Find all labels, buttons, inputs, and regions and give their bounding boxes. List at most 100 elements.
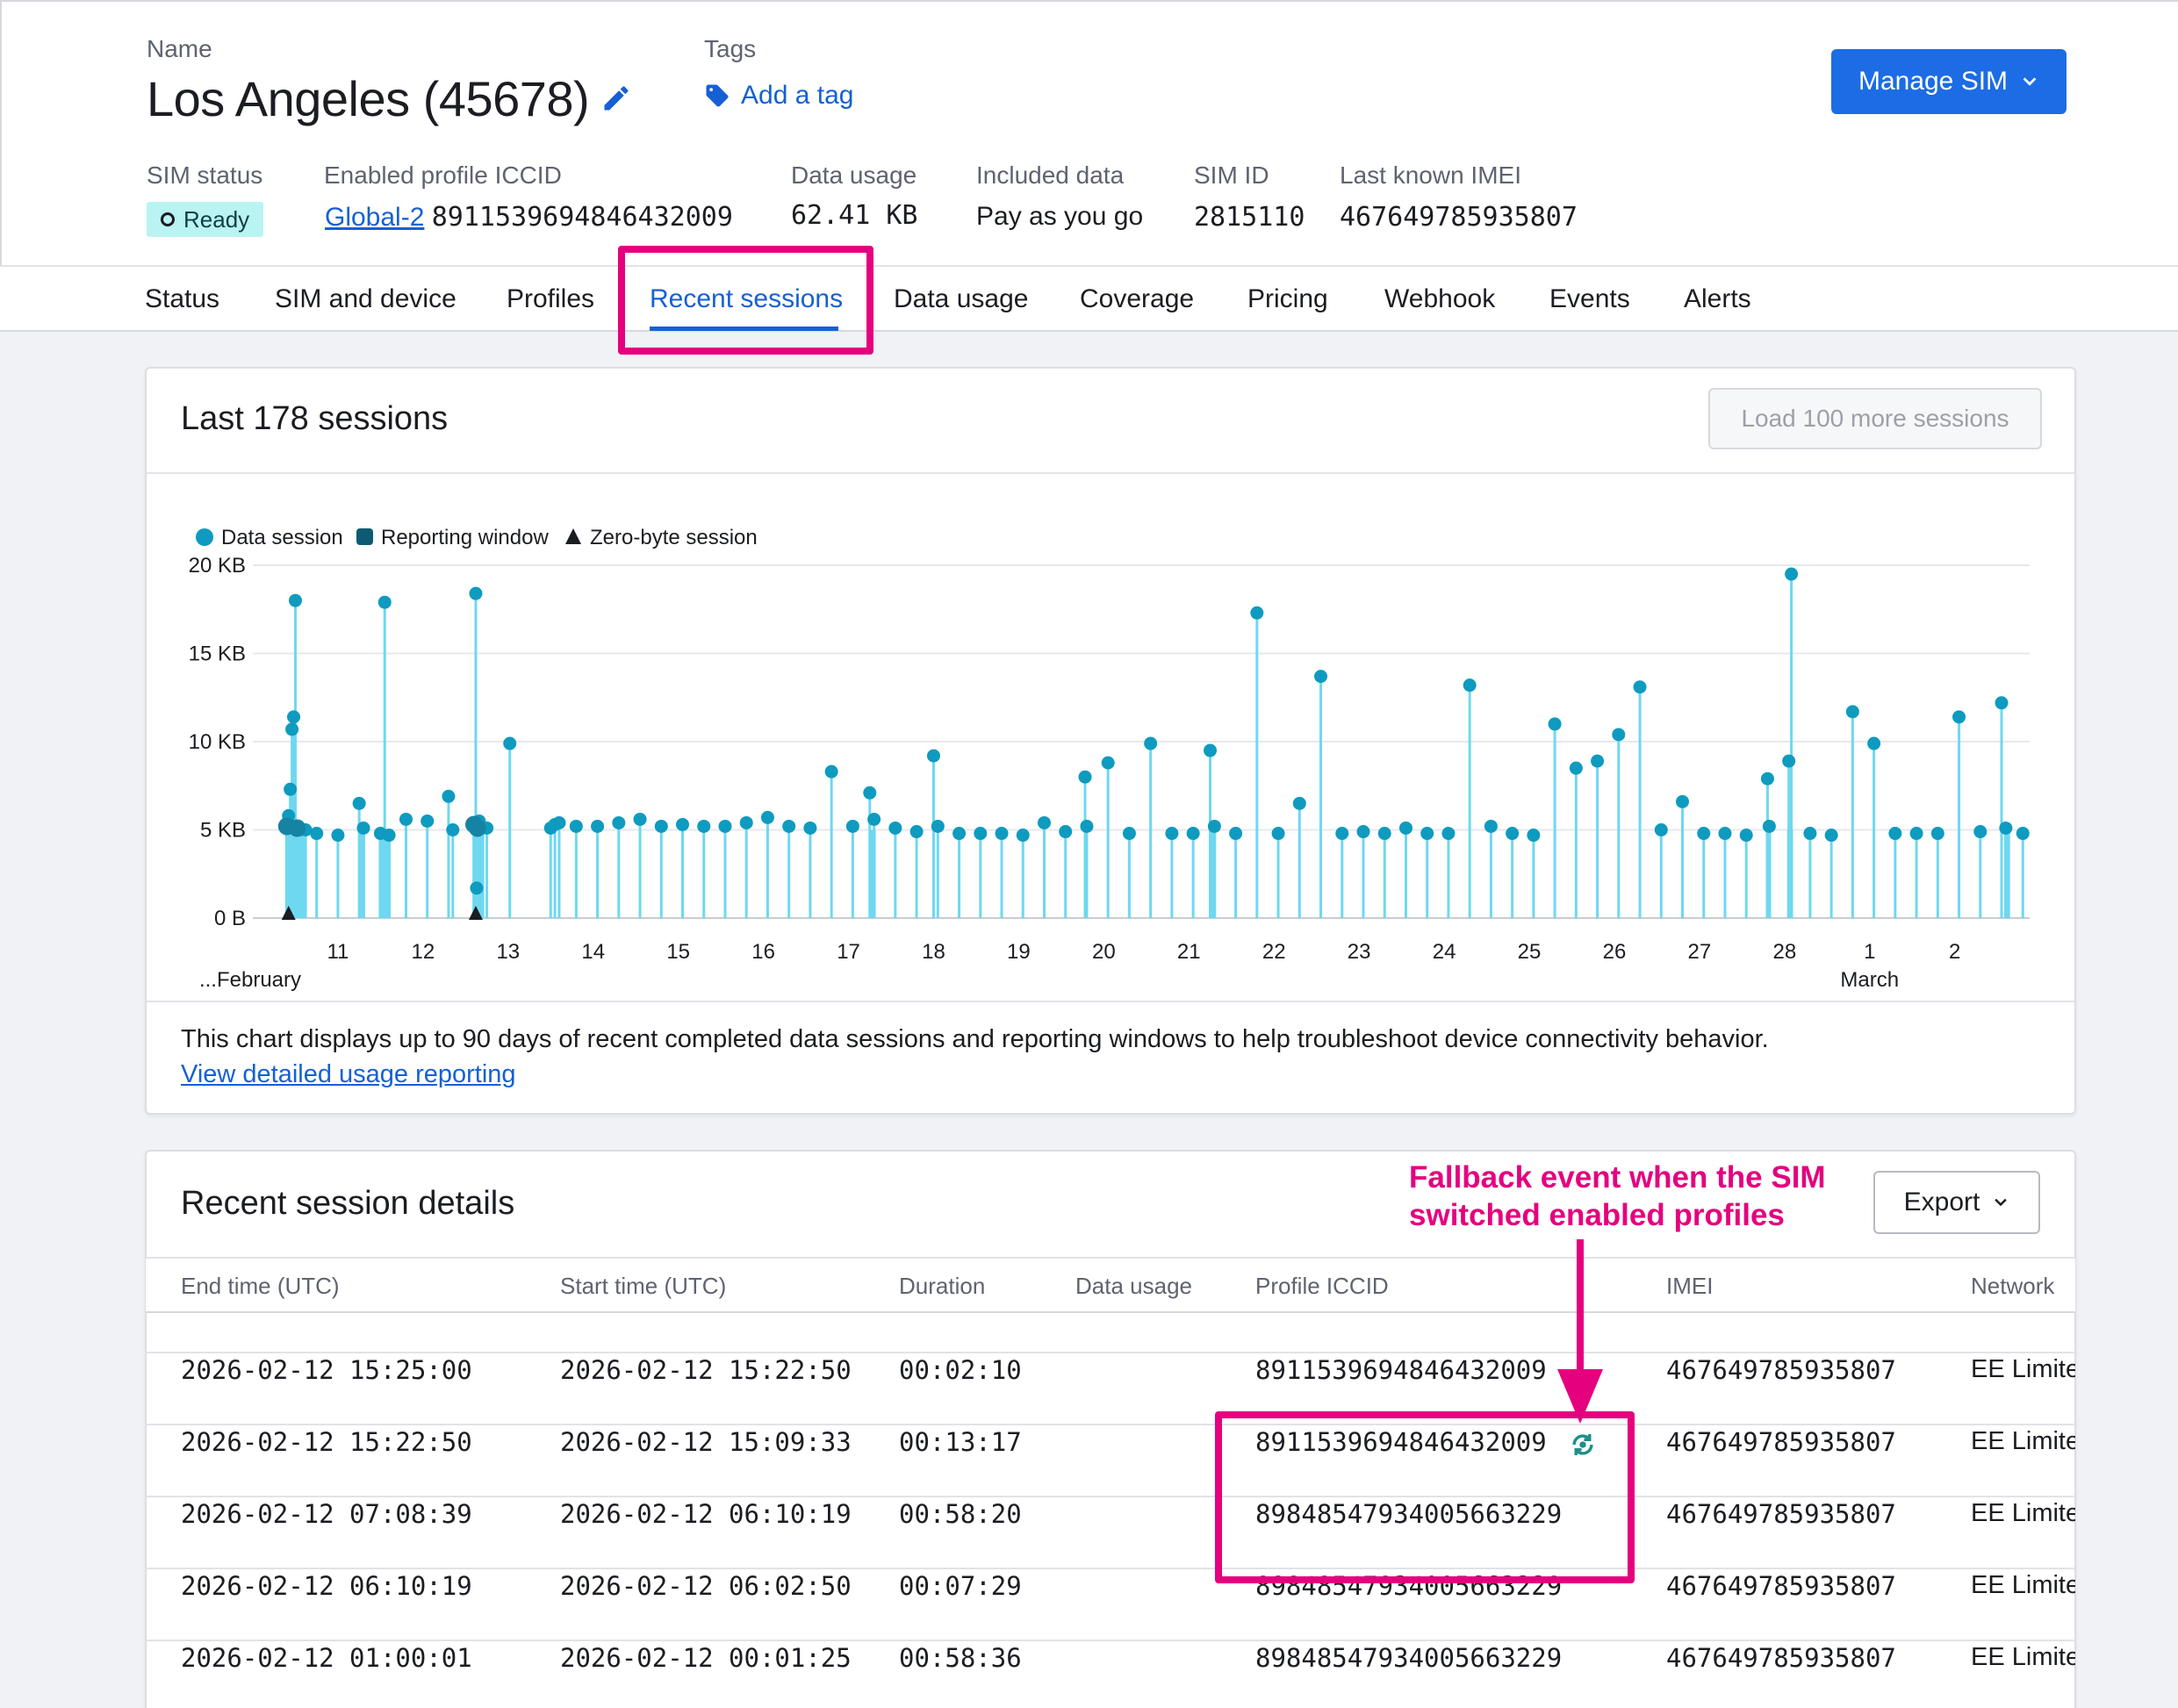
data-session-point xyxy=(1506,827,1520,841)
tab-status[interactable]: Status xyxy=(145,284,220,313)
annotation-arrow xyxy=(1557,1239,1603,1424)
annotation-line-1: Fallback event when the SIM xyxy=(1409,1160,1826,1195)
data-session-point xyxy=(591,819,605,833)
legend-zero-byte-marker xyxy=(565,528,581,544)
data-session-point xyxy=(1165,827,1179,841)
data-usage-value: 62.41 KB xyxy=(791,200,918,231)
data-session-point xyxy=(1697,827,1711,841)
data-session-point xyxy=(1995,696,2009,710)
zero-byte-session-point xyxy=(281,906,296,920)
data-session-point xyxy=(421,814,435,828)
x-tick-label: 23 xyxy=(1348,940,1371,964)
data-session-point xyxy=(1441,827,1456,841)
x-month-label: March xyxy=(1840,968,1899,992)
data-session-point xyxy=(1591,754,1605,768)
data-session-point xyxy=(1204,743,1218,757)
data-session-point xyxy=(1569,761,1583,775)
data-session-point xyxy=(1122,827,1136,841)
x-month-label: ...February xyxy=(199,968,301,992)
x-tick-label: 16 xyxy=(751,940,775,964)
reporting-window-point xyxy=(288,819,306,837)
add-tag-label: Add a tag xyxy=(741,81,854,110)
details-card-title: Recent session details xyxy=(181,1185,515,1222)
data-session-point xyxy=(1785,567,1799,581)
data-session-point xyxy=(1824,829,1838,843)
tab-highlight-box xyxy=(618,246,873,355)
load-more-button[interactable]: Load 100 more sessions xyxy=(1708,388,2042,449)
data-session-point xyxy=(503,736,517,750)
data-session-point xyxy=(676,817,690,831)
x-tick-label: 26 xyxy=(1603,940,1627,964)
tab-alerts[interactable]: Alerts xyxy=(1684,284,1751,313)
tab-coverage[interactable]: Coverage xyxy=(1080,284,1195,313)
tab-events[interactable]: Events xyxy=(1549,284,1630,313)
data-session-point xyxy=(1867,736,1881,750)
data-session-point xyxy=(1059,825,1073,839)
data-session-point xyxy=(760,810,774,824)
data-session-point xyxy=(331,829,345,843)
x-tick-label: 19 xyxy=(1007,940,1031,964)
data-session-point xyxy=(1909,827,1923,841)
data-session-point xyxy=(1080,819,1094,833)
data-session-point xyxy=(1398,821,1412,835)
legend-data-session-marker xyxy=(196,528,213,546)
tab-pricing[interactable]: Pricing xyxy=(1247,284,1328,313)
chevron-down-icon xyxy=(2023,77,2037,86)
data-session-point xyxy=(1463,678,1477,693)
data-session-point xyxy=(1292,796,1306,810)
x-tick-label: 20 xyxy=(1092,940,1116,964)
detailed-usage-link[interactable]: View detailed usage reporting xyxy=(181,1060,516,1088)
fallback-annotation: Fallback event when the SIM switched ena… xyxy=(1409,1159,1826,1234)
tag-icon xyxy=(706,84,729,107)
tags-label: Tags xyxy=(704,35,757,62)
edit-name-icon[interactable] xyxy=(600,83,632,114)
status-badge: Ready xyxy=(147,202,264,237)
profile-link[interactable]: Global-2 xyxy=(325,203,425,232)
data-session-point xyxy=(310,827,324,841)
tab-recent-sessions[interactable]: Recent sessions xyxy=(650,284,844,313)
data-session-point xyxy=(285,722,299,736)
x-tick-label: 14 xyxy=(581,940,605,964)
tab-data-usage[interactable]: Data usage xyxy=(894,284,1029,313)
x-tick-label: 12 xyxy=(412,940,435,964)
data-session-point xyxy=(995,827,1009,841)
tab-webhook[interactable]: Webhook xyxy=(1384,284,1496,313)
data-session-point xyxy=(288,593,302,607)
annotation-line-2: switched enabled profiles xyxy=(1409,1198,1785,1232)
x-tick-label: 13 xyxy=(496,940,520,964)
iccid-label: Enabled profile ICCID xyxy=(324,161,562,189)
data-session-point xyxy=(739,815,753,829)
manage-sim-label: Manage SIM xyxy=(1858,67,2009,96)
zero-byte-session-point xyxy=(468,906,483,920)
manage-sim-button[interactable]: Manage SIM xyxy=(1831,49,2067,114)
data-session-point xyxy=(377,595,392,609)
x-tick-label: 17 xyxy=(837,940,860,964)
imei-label: Last known IMEI xyxy=(1340,161,1521,189)
data-session-point xyxy=(697,819,711,833)
x-tick-label: 27 xyxy=(1688,940,1712,964)
fallback-highlight-box xyxy=(1215,1411,1635,1583)
data-session-point xyxy=(1314,670,1328,684)
add-tag-link[interactable]: Add a tag xyxy=(704,81,853,111)
tab-sim-and-device[interactable]: SIM and device xyxy=(275,284,456,313)
data-session-point xyxy=(1952,710,1966,724)
reporting-window-point xyxy=(468,819,486,837)
data-session-point xyxy=(824,764,838,779)
sim-id-value: 2815110 xyxy=(1194,202,1305,233)
x-tick-label: 21 xyxy=(1177,940,1201,964)
data-session-point xyxy=(1782,754,1796,768)
export-button[interactable]: Export xyxy=(1873,1171,2040,1234)
data-session-point xyxy=(284,782,298,796)
y-tick-label: 20 KB xyxy=(189,554,246,578)
x-tick-label: 2 xyxy=(1949,940,1960,964)
data-session-point xyxy=(1633,680,1647,694)
x-tick-label: 11 xyxy=(327,940,349,964)
data-session-point xyxy=(442,789,456,803)
status-ring-icon xyxy=(161,212,175,226)
x-tick-label: 18 xyxy=(922,940,945,964)
x-tick-label: 22 xyxy=(1262,940,1286,964)
data-session-point xyxy=(867,812,881,826)
tab-profiles[interactable]: Profiles xyxy=(507,284,595,313)
data-session-point xyxy=(1335,827,1349,841)
data-session-point xyxy=(356,821,370,835)
